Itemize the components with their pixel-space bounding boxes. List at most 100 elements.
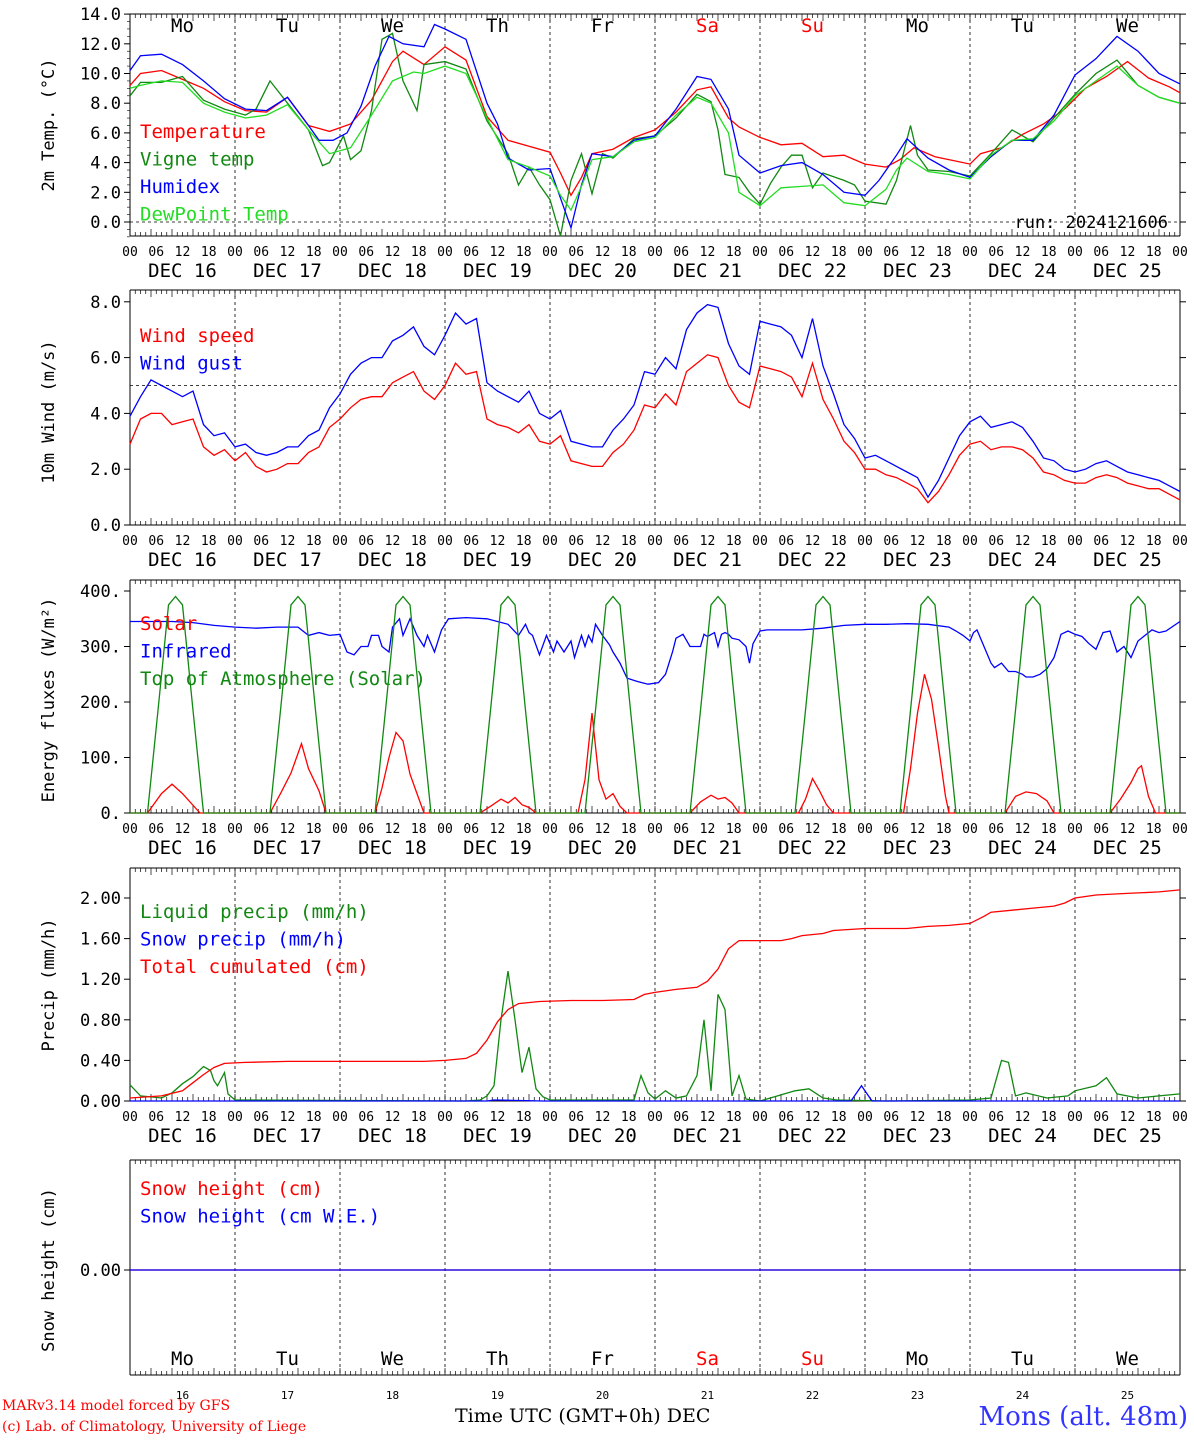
- hour-label: 00: [857, 822, 873, 837]
- hour-label: 00: [227, 1110, 243, 1125]
- hour-label: 06: [1093, 245, 1109, 260]
- hour-label: 06: [148, 245, 164, 260]
- hour-label: 00: [332, 1110, 348, 1125]
- y-tick-label: 4.0: [90, 404, 121, 424]
- hour-label: 00: [962, 1110, 978, 1125]
- date-label: DEC 18: [358, 1125, 427, 1147]
- date-label: DEC 19: [463, 549, 532, 571]
- hour-label: 06: [988, 245, 1004, 260]
- hour-label: 12: [1015, 1110, 1031, 1125]
- panel-1: 0.0 2.0 4.0 6.0 8.0 10.0 12.0 14.0 2m Temp. (°C)…: [39, 5, 1188, 282]
- hour-label: 00: [122, 822, 138, 837]
- legend-infrared: Infrared: [140, 641, 232, 663]
- hour-label: 00: [227, 245, 243, 260]
- hour-label: 12: [1015, 245, 1031, 260]
- date-label: DEC 16: [148, 260, 217, 282]
- y-tick-label: 12.0: [80, 35, 121, 55]
- hour-label: 18: [621, 245, 637, 260]
- date-label: DEC 18: [358, 837, 427, 859]
- day-number: 18: [386, 1389, 399, 1402]
- date-label: DEC 21: [673, 1125, 742, 1147]
- hour-label: 00: [962, 245, 978, 260]
- legend-humidex: Humidex: [140, 176, 220, 198]
- hour-label: 12: [1120, 1110, 1136, 1125]
- date-label: DEC 16: [148, 837, 217, 859]
- weekday-label: Fr: [591, 1348, 614, 1370]
- hour-label: 00: [437, 1110, 453, 1125]
- y-tick-label: 400.: [80, 582, 121, 602]
- hour-label: 00: [1067, 822, 1083, 837]
- y-tick-label: 100.: [80, 749, 121, 769]
- hour-label: 06: [673, 1110, 689, 1125]
- hour-label: 12: [595, 1110, 611, 1125]
- weekday-label: Th: [486, 1348, 509, 1370]
- hour-label: 12: [1015, 822, 1031, 837]
- hour-label: 12: [1120, 534, 1136, 549]
- hour-label: 18: [831, 822, 847, 837]
- hour-label: 06: [1093, 534, 1109, 549]
- hour-label: 06: [778, 1110, 794, 1125]
- weekday-label: We: [381, 15, 404, 37]
- hour-label: 00: [1067, 1110, 1083, 1125]
- hour-label: 00: [752, 822, 768, 837]
- y-axis-label: 2m Temp. (°C): [39, 58, 59, 191]
- legend-temperature: Temperature: [140, 121, 266, 143]
- hour-label: 18: [306, 245, 322, 260]
- hour-label: 06: [1093, 1110, 1109, 1125]
- weekday-label: Mo: [906, 15, 929, 37]
- y-axis-label: Precip (mm/h): [39, 918, 59, 1051]
- date-label: DEC 18: [358, 549, 427, 571]
- hour-label: 12: [490, 1110, 506, 1125]
- hour-label: 12: [175, 1110, 191, 1125]
- hour-label: 12: [175, 534, 191, 549]
- hour-label: 00: [962, 534, 978, 549]
- hour-label: 06: [568, 822, 584, 837]
- y-tick-label: 8.0: [90, 293, 121, 313]
- date-label: DEC 22: [778, 549, 847, 571]
- hour-label: 18: [1041, 245, 1057, 260]
- hour-label: 18: [201, 245, 217, 260]
- hour-label: 18: [201, 822, 217, 837]
- hour-label: 00: [1172, 245, 1188, 260]
- hour-label: 18: [936, 534, 952, 549]
- hour-label: 00: [542, 1110, 558, 1125]
- hour-label: 06: [568, 1110, 584, 1125]
- y-tick-label: 0.: [101, 804, 121, 824]
- hour-label: 00: [1067, 534, 1083, 549]
- hour-label: 00: [647, 1110, 663, 1125]
- hour-label: 12: [1120, 822, 1136, 837]
- hour-label: 00: [1067, 245, 1083, 260]
- model-credit: MARv3.14 model forced by GFS: [2, 1398, 231, 1414]
- hour-label: 06: [148, 822, 164, 837]
- hour-label: 12: [910, 245, 926, 260]
- hour-label: 12: [385, 534, 401, 549]
- hour-label: 06: [568, 245, 584, 260]
- weekday-label: Su: [801, 1348, 824, 1370]
- hour-label: 06: [988, 822, 1004, 837]
- hour-label: 12: [910, 822, 926, 837]
- lab-credit: (c) Lab. of Climatology, University of L…: [2, 1419, 307, 1435]
- hour-label: 18: [1041, 822, 1057, 837]
- hour-label: 00: [122, 245, 138, 260]
- hour-label: 00: [647, 822, 663, 837]
- hour-label: 12: [805, 822, 821, 837]
- date-label: DEC 24: [988, 260, 1057, 282]
- hour-label: 06: [148, 534, 164, 549]
- hour-label: 12: [175, 245, 191, 260]
- weekday-label: We: [381, 1348, 404, 1370]
- weekday-label: Mo: [906, 1348, 929, 1370]
- hour-label: 06: [883, 534, 899, 549]
- day-number: 22: [806, 1389, 819, 1402]
- date-label: DEC 22: [778, 260, 847, 282]
- date-label: DEC 25: [1093, 837, 1162, 859]
- series-line-humidex: [129, 23, 1181, 231]
- date-label: DEC 24: [988, 1125, 1057, 1147]
- hour-label: 12: [490, 534, 506, 549]
- hour-label: 00: [1172, 534, 1188, 549]
- y-tick-label: 0.0: [90, 213, 121, 233]
- hour-label: 06: [148, 1110, 164, 1125]
- hour-label: 06: [778, 245, 794, 260]
- hour-label: 12: [280, 822, 296, 837]
- date-label: DEC 23: [883, 837, 952, 859]
- hour-label: 18: [936, 245, 952, 260]
